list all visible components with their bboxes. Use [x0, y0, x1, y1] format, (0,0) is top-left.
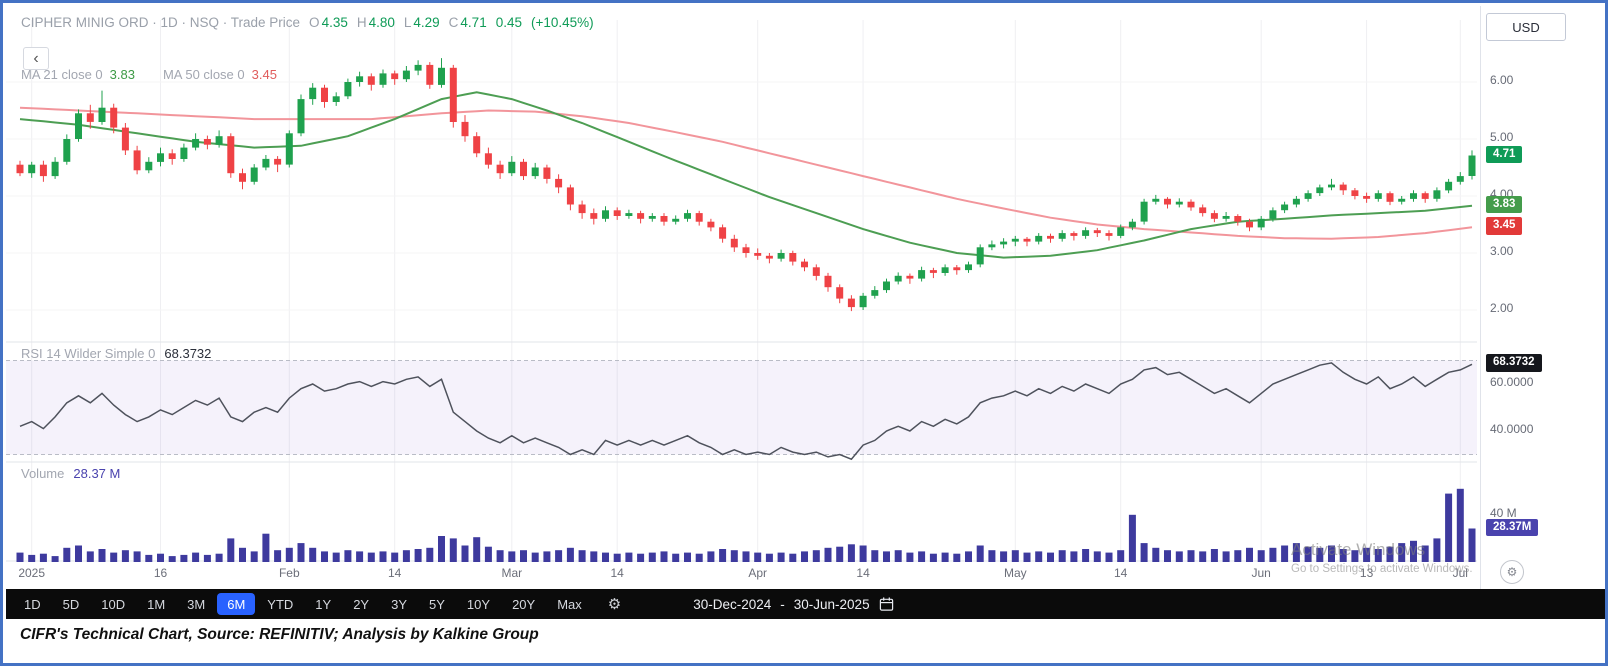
back-button[interactable]: ‹: [23, 47, 49, 70]
price-axis-label: 5.00: [1490, 130, 1514, 144]
caption-bar: CIFR's Technical Chart, Source: REFINITI…: [6, 619, 1605, 663]
high-label: H: [356, 15, 367, 30]
ma50-label: MA 50 close 0: [162, 67, 245, 82]
time-axis-label: 14: [1114, 566, 1128, 580]
close-label: C: [448, 15, 459, 30]
volume-axis-label: 40 M: [1490, 505, 1517, 520]
date-separator: -: [780, 596, 785, 612]
time-axis-label: May: [1003, 566, 1027, 580]
change-percent: (+10.45%): [530, 15, 594, 30]
time-axis-label: 14: [610, 566, 624, 580]
toolbar-gear-icon[interactable]: ⚙: [602, 594, 627, 614]
time-axis-label: Apr: [748, 566, 768, 580]
range-button-max[interactable]: Max: [547, 593, 592, 615]
ma21-value: 3.83: [109, 67, 135, 82]
volume-label: Volume: [21, 466, 65, 481]
currency-button[interactable]: USD: [1486, 13, 1566, 41]
calendar-icon: [879, 597, 893, 611]
high-value: 4.80: [368, 15, 395, 30]
ma50-value: 3.45: [251, 67, 277, 82]
chart-settings-gear-icon[interactable]: ⚙: [1500, 560, 1524, 584]
price-axis-label: 6.00: [1490, 73, 1514, 87]
range-button-1m[interactable]: 1M: [137, 593, 175, 615]
price-axis-badge: 3.83: [1486, 195, 1523, 214]
rsi-axis-label: 40.0000: [1490, 422, 1534, 436]
price-axis[interactable]: USD 6.00 5.00 4.00 3.00 2.00 60.0000 40.0000 40…: [1480, 6, 1603, 589]
date-from: 30-Dec-2024: [693, 596, 772, 612]
rsi-label: RSI 14 Wilder Simple 0: [21, 346, 156, 361]
date-to: 30-Jun-2025: [793, 596, 870, 612]
range-button-5y[interactable]: 5Y: [419, 593, 455, 615]
rsi-axis-badge: 68.3732: [1486, 354, 1542, 372]
change-value: 0.45: [495, 15, 522, 30]
rsi-legend: RSI 14 Wilder Simple 0 68.3732: [21, 346, 211, 361]
caption-text: CIFR's Technical Chart, Source: REFINITI…: [20, 626, 539, 643]
low-value: 4.29: [413, 15, 440, 30]
volume-value: 28.37 M: [73, 466, 121, 481]
volume-axis-badge: 28.37M: [1486, 518, 1539, 537]
price-axis-label: 2.00: [1490, 301, 1514, 315]
range-button-1d[interactable]: 1D: [14, 593, 51, 615]
open-label: O: [309, 15, 320, 30]
date-range-selector[interactable]: 30-Dec-2024 - 30-Jun-2025: [693, 596, 893, 612]
time-axis-label: Mar: [501, 566, 523, 580]
symbol-title: CIPHER MINIG ORD · 1D · NSQ · Trade Pric…: [21, 15, 301, 30]
range-toolbar: 1D 5D 10D 1M 3M 6M YTD 1Y 2Y 3Y 5Y 10Y 20Y Max ⚙ 30-D…: [6, 589, 1605, 619]
range-button-1y[interactable]: 1Y: [305, 593, 341, 615]
price-axis-label: 3.00: [1490, 244, 1514, 258]
ma-legend: MA 21 close 0 3.83 MA 50 close 0 3.45: [21, 67, 277, 82]
range-button-2y[interactable]: 2Y: [343, 593, 379, 615]
price-chart-canvas[interactable]: [6, 6, 1477, 589]
range-button-5d[interactable]: 5D: [53, 593, 90, 615]
range-button-10d[interactable]: 10D: [91, 593, 135, 615]
time-axis-label: 13: [1359, 566, 1374, 580]
time-axis-label: 14: [856, 566, 870, 580]
price-axis-badge: 4.71: [1486, 145, 1523, 164]
volume-legend: Volume 28.37 M: [21, 466, 120, 481]
range-button-20y[interactable]: 20Y: [502, 593, 545, 615]
chart-header: CIPHER MINIG ORD · 1D · NSQ · Trade Pric…: [21, 15, 594, 30]
rsi-axis-label: 60.0000: [1490, 375, 1534, 389]
chevron-left-icon: ‹: [33, 49, 39, 67]
low-label: L: [403, 15, 412, 30]
range-button-ytd[interactable]: YTD: [257, 593, 303, 615]
time-axis-label: Feb: [278, 566, 300, 580]
time-axis-label: Jun: [1251, 566, 1271, 580]
time-axis-label: Jul: [1452, 566, 1468, 580]
range-buttons: 1D 5D 10D 1M 3M 6M YTD 1Y 2Y 3Y 5Y 10Y 20Y Max: [14, 593, 592, 615]
range-button-3y[interactable]: 3Y: [381, 593, 417, 615]
close-value: 4.71: [460, 15, 487, 30]
range-button-6m[interactable]: 6M: [217, 593, 256, 615]
open-value: 4.35: [321, 15, 348, 30]
time-axis[interactable]: 2025 16 Feb 14 Mar 14 Apr 14 May 14 Jun 13 Jul: [6, 566, 1477, 588]
range-button-3m[interactable]: 3M: [177, 593, 215, 615]
rsi-value: 68.3732: [164, 346, 212, 361]
ma21-label: MA 21 close 0: [21, 67, 103, 82]
time-axis-label: 16: [153, 566, 168, 580]
price-axis-badge: 3.45: [1486, 217, 1523, 235]
gear-glyph: ⚙: [1506, 565, 1518, 579]
time-axis-label: 14: [388, 566, 402, 580]
range-button-10y[interactable]: 10Y: [457, 593, 500, 615]
time-axis-label: 2025: [18, 566, 46, 580]
